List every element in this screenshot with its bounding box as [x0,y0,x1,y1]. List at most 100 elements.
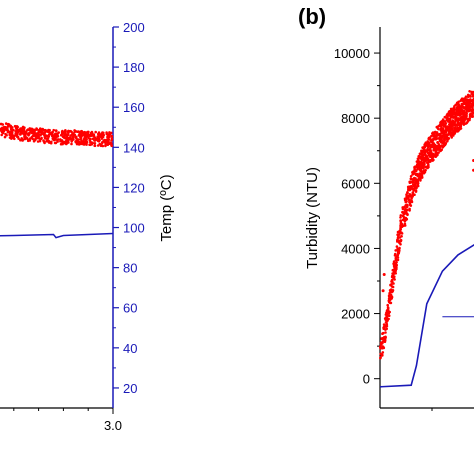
panel-b-point [382,323,386,326]
panel-b-point [384,335,387,339]
panel-b-point [394,252,397,256]
panel-b-point [386,306,390,309]
panel-a-point [93,144,96,147]
panel-a-right-tick-label: 120 [123,180,145,195]
panel-b-point [397,251,401,255]
panel-a-point [77,130,80,133]
panel-b-point [399,214,403,217]
panel-b-point [392,269,396,272]
panel-b-point [426,157,430,160]
panel-b-point [428,136,431,140]
panel-a-point [44,134,47,137]
panel-b-point [381,341,384,345]
panel-b-point [387,311,391,315]
panel-b-point [384,321,388,324]
panel-a-point [45,137,48,140]
panel-b-point [456,112,460,116]
panel-b-point [396,236,400,240]
panel-a-point [8,136,12,139]
panel-b-point [443,124,447,127]
panel-a-right-tick-label: 140 [123,140,145,155]
panel-b-point [452,109,455,112]
panel-b-point [460,120,463,123]
panel-a-point [110,137,114,140]
panel-b-point [406,204,409,207]
panel-a-point [93,142,97,145]
panel-b-point [390,278,394,282]
panel-b-point [383,338,387,341]
panel-a-point [84,139,87,143]
panel-a-point [80,131,84,135]
panel-b-point [416,164,420,168]
panel-a-point [1,123,5,126]
panel-b-point [453,126,456,130]
panel-a-point [9,125,13,128]
panel-a-point [17,130,21,133]
panel-a-point [26,139,30,143]
panel-b-y-axis-title: Turbidity (NTU) [304,167,321,269]
panel-b-point [397,240,401,243]
panel-a-point [2,129,6,133]
panel-b-point [437,151,440,154]
panel-b-point [452,111,456,114]
panel-b-point [419,157,422,160]
panel-b-point [455,102,459,106]
panel-a-point [46,130,50,133]
panel-b-point [468,104,471,108]
panel-b-point [408,181,412,184]
panel-b-point [395,261,398,264]
panel-a-point [108,142,111,145]
panel-b-point [404,207,407,210]
panel-a-right-tick-label: 20 [123,381,137,396]
panel-b-point [380,353,384,357]
panel-b-point [401,214,405,217]
panel-a-point [82,133,85,137]
panel-b-point [403,222,407,226]
panel-a-point [21,139,24,142]
panel-b-point [443,115,447,119]
panel-a-point [39,138,42,141]
panel-b-point [421,164,425,168]
panel-b-point [408,207,411,211]
panel-a-right-tick-label: 40 [123,341,137,356]
panel-b-point [465,112,468,115]
panel-b-point [470,91,474,95]
panel-b-point [390,297,393,300]
panel-a-point [85,134,89,137]
panel-a-point [98,142,102,146]
panel-a-point [82,138,86,141]
panel-b-point [455,110,459,113]
panel-b-point [446,114,450,117]
panel-a-point [13,137,16,141]
panel-b-point [458,118,462,121]
panel-b-point [466,93,470,97]
panel-b-point [461,117,465,120]
panel-b-point [447,130,451,133]
panel-a-point [52,135,56,138]
panel-b-point [389,293,393,297]
panel-a-point [2,125,6,129]
panel-b-point [407,196,410,200]
panel-a-point [42,132,46,136]
panel-b-point [434,154,437,158]
panel-b-point [385,324,389,328]
panel-a-point [36,132,39,135]
panel-b-point [406,185,410,189]
panel-b-point [428,143,432,147]
panel-b-point [405,193,408,196]
panel-b-point [400,231,403,234]
panel-b-point [470,109,473,113]
panel-b-point [416,182,420,185]
panel-b-point [396,233,400,236]
panel-b-point [459,107,463,110]
panel-a-point [65,135,69,139]
panel-a-point [94,130,97,134]
panel-b-point [403,198,407,202]
panel-a-point [22,128,26,131]
panel-a-point [66,133,70,137]
panel-b-point [387,294,391,297]
panel-a-point [23,135,26,139]
panel-a-point [70,142,73,146]
panel-a-point [56,134,60,138]
panel-b-point [439,149,442,153]
